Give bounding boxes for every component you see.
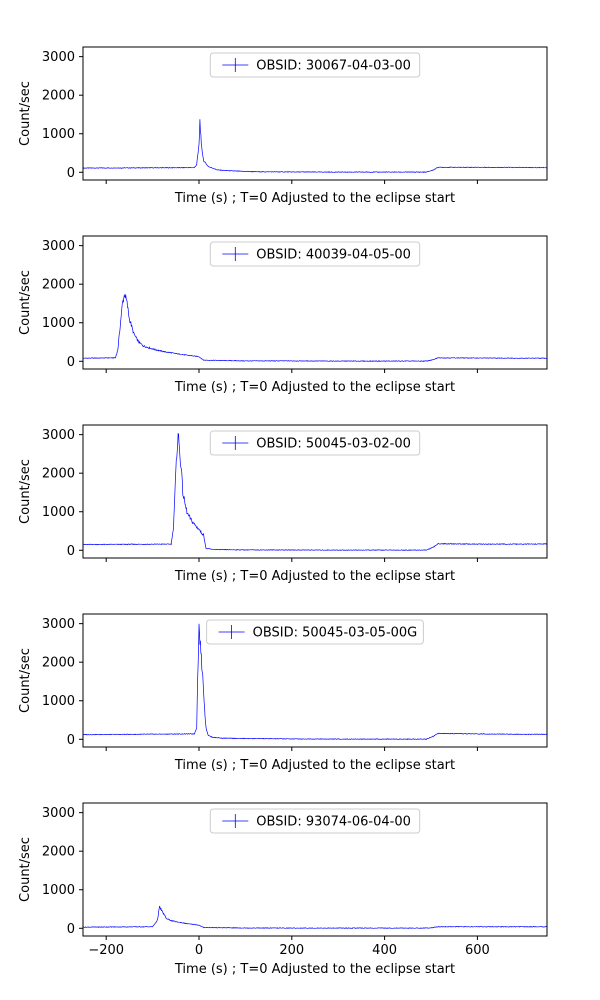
y-tick-label: 2000: [42, 467, 75, 482]
y-tick-label: 2000: [42, 278, 75, 293]
x-tick-label: −200: [88, 943, 124, 958]
axes-frame: [82, 613, 548, 748]
chart-panel-2: 0 1000 2000 3000 Time (s) ; T=0 Adjusted to …: [18, 235, 548, 395]
y-tick-label: 3000: [42, 806, 75, 821]
legend-label: OBSID: 50045-03-05-00G: [253, 626, 418, 641]
x-tick-label: 200: [279, 943, 304, 958]
chart-panel-4: 0 1000 2000 3000 Time (s) ; T=0 Adjusted to …: [18, 613, 548, 773]
legend-label: OBSID: 50045-03-02-00: [256, 437, 411, 452]
legend: OBSID: 40039-04-05-00: [209, 241, 421, 267]
chart-panel-5: 0 1000 2000 3000 −200 0 200 400 600 Time (s) ; T=…: [18, 802, 548, 977]
axes-frame: [82, 46, 548, 181]
legend-box: [209, 808, 421, 834]
legend-box: [209, 430, 421, 456]
y-tick-label: 3000: [42, 428, 75, 443]
axes-frame: [82, 235, 548, 370]
y-tick-label: 1000: [42, 694, 75, 709]
x-tick-label: 400: [372, 943, 397, 958]
y-tick-label: 0: [67, 922, 75, 937]
legend-box: [206, 619, 424, 645]
y-tick-label: 1000: [42, 316, 75, 331]
y-tick-label: 0: [67, 544, 75, 559]
legend-label: OBSID: 40039-04-05-00: [256, 248, 411, 263]
x-axis-label: Time (s) ; T=0 Adjusted to the eclipse s…: [174, 380, 455, 395]
y-tick-label: 0: [67, 355, 75, 370]
y-tick-label: 2000: [42, 845, 75, 860]
legend-box: [209, 52, 421, 78]
y-tick-label: 0: [67, 166, 75, 181]
legend-box: [209, 241, 421, 267]
y-tick-label: 1000: [42, 127, 75, 142]
x-tick-label: 0: [195, 943, 203, 958]
series-line: [83, 623, 547, 740]
legend: OBSID: 93074-06-04-00: [209, 808, 421, 834]
y-tick-label: 0: [67, 733, 75, 748]
y-axis-label: Count/sec: [18, 270, 33, 335]
y-tick-label: 2000: [42, 656, 75, 671]
y-tick-label: 1000: [42, 883, 75, 898]
legend: OBSID: 30067-04-03-00: [209, 52, 421, 78]
legend: OBSID: 50045-03-02-00: [209, 430, 421, 456]
axes-frame: [82, 424, 548, 559]
series-line: [83, 119, 547, 173]
x-axis-label: Time (s) ; T=0 Adjusted to the eclipse s…: [174, 569, 455, 584]
x-axis-label: Time (s) ; T=0 Adjusted to the eclipse s…: [174, 758, 455, 773]
axes-frame: [82, 802, 548, 937]
series-line: [83, 432, 547, 551]
y-axis-label: Count/sec: [18, 459, 33, 524]
y-tick-label: 3000: [42, 239, 75, 254]
y-tick-label: 1000: [42, 505, 75, 520]
y-tick-label: 3000: [42, 617, 75, 632]
series-line: [83, 905, 547, 929]
legend-label: OBSID: 30067-04-03-00: [256, 59, 411, 74]
y-tick-label: 2000: [42, 89, 75, 104]
y-axis-label: Count/sec: [18, 837, 33, 902]
chart-panel-3: 0 1000 2000 3000 Time (s) ; T=0 Adjusted to …: [18, 424, 548, 584]
legend: OBSID: 50045-03-05-00G: [206, 619, 424, 645]
x-axis-label: Time (s) ; T=0 Adjusted to the eclipse s…: [174, 962, 455, 977]
y-axis-label: Count/sec: [18, 648, 33, 713]
legend-label: OBSID: 93074-06-04-00: [256, 815, 411, 830]
x-axis-label: Time (s) ; T=0 Adjusted to the eclipse s…: [174, 191, 455, 206]
y-tick-label: 3000: [42, 50, 75, 65]
chart-panel-1: 0 1000 2000 3000 Time (s) ; T=0 Adjusted to …: [18, 46, 548, 206]
x-tick-label: 600: [465, 943, 490, 958]
series-line: [83, 293, 547, 362]
y-axis-label: Count/sec: [18, 81, 33, 146]
